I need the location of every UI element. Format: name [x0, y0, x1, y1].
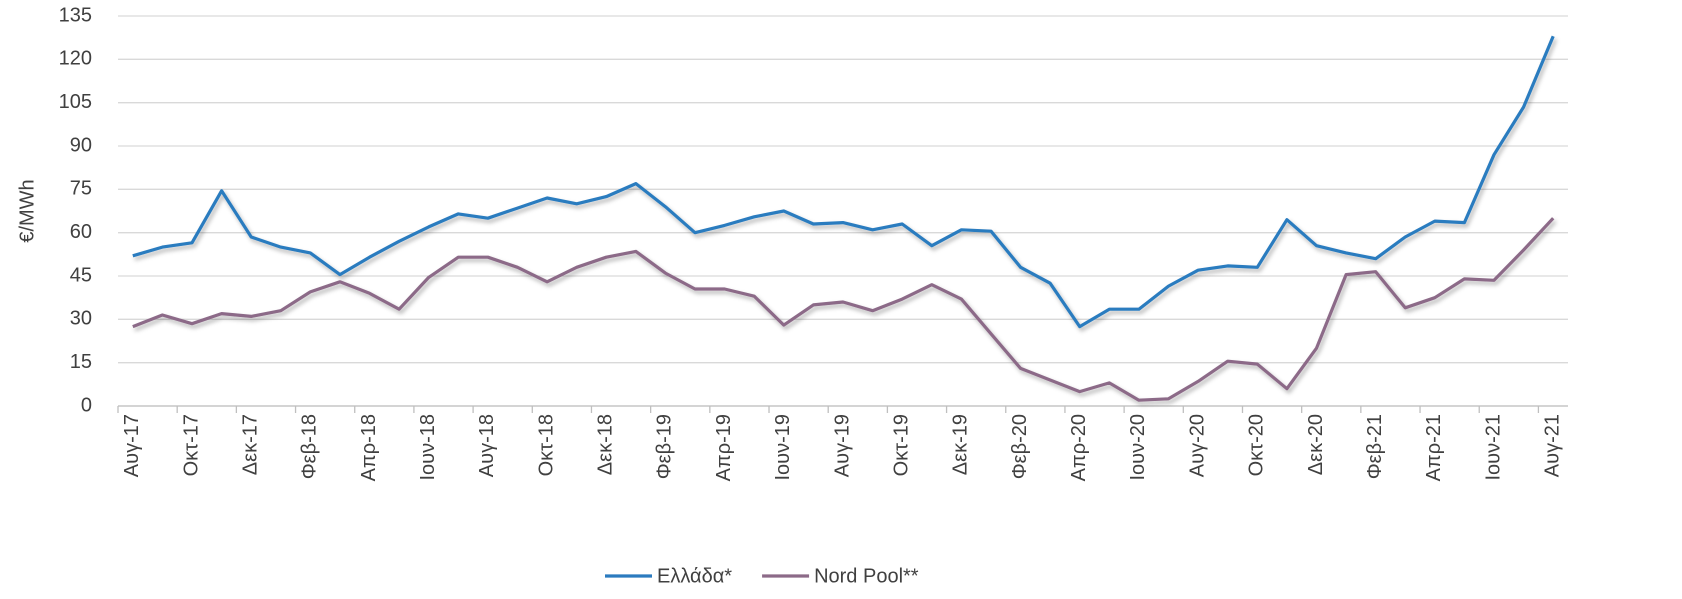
y-axis-label: €/MWh	[16, 179, 38, 242]
x-tick-label: Φεβ-20	[1009, 414, 1031, 479]
x-tick-label: Φεβ-18	[299, 414, 321, 479]
x-tick-label: Απρ-20	[1068, 414, 1090, 481]
x-tick-label: Ιουν-20	[1127, 414, 1149, 481]
y-tick-label: 90	[70, 134, 92, 156]
x-tick-label: Φεβ-19	[654, 414, 676, 479]
x-tick-label: Αυγ-18	[476, 414, 498, 477]
x-tick-label: Απρ-19	[713, 414, 735, 481]
x-tick-label: Δεκ-19	[950, 414, 972, 475]
y-tick-label: 30	[70, 308, 92, 330]
x-tick-label: Δεκ-20	[1305, 414, 1327, 475]
y-tick-label: 75	[70, 178, 92, 200]
x-tick-label: Ιουν-19	[772, 414, 794, 481]
x-tick-label: Απρ-18	[358, 414, 380, 481]
x-tick-label: Αυγ-20	[1186, 414, 1208, 477]
x-tick-label: Ιουν-21	[1482, 414, 1504, 481]
x-tick-label: Αυγ-17	[121, 414, 143, 477]
y-tick-label: 60	[70, 221, 92, 243]
y-tick-label: 15	[70, 351, 92, 373]
x-tick-label: Οκτ-18	[535, 414, 557, 476]
legend-label: Nord Pool**	[814, 565, 919, 587]
y-tick-label: 0	[81, 394, 92, 416]
series-line	[132, 35, 1555, 329]
x-tick-label: Φεβ-21	[1364, 414, 1386, 479]
x-tick-label: Απρ-21	[1423, 414, 1445, 481]
x-tick-label: Οκτ-17	[180, 414, 202, 476]
x-tick-label: Οκτ-19	[890, 414, 912, 476]
x-tick-label: Αυγ-21	[1541, 414, 1563, 477]
series-line	[132, 217, 1555, 402]
x-tick-label: Ιουν-18	[417, 414, 439, 481]
y-tick-label: 135	[59, 4, 92, 26]
x-tick-label: Δεκ-17	[239, 414, 261, 475]
y-tick-label: 105	[59, 91, 92, 113]
y-tick-label: 120	[59, 48, 92, 70]
x-tick-label: Δεκ-18	[595, 414, 617, 475]
x-tick-label: Αυγ-19	[831, 414, 853, 477]
y-tick-label: 45	[70, 264, 92, 286]
x-tick-label: Οκτ-20	[1246, 414, 1268, 476]
legend-label: Ελλάδα*	[657, 565, 732, 587]
